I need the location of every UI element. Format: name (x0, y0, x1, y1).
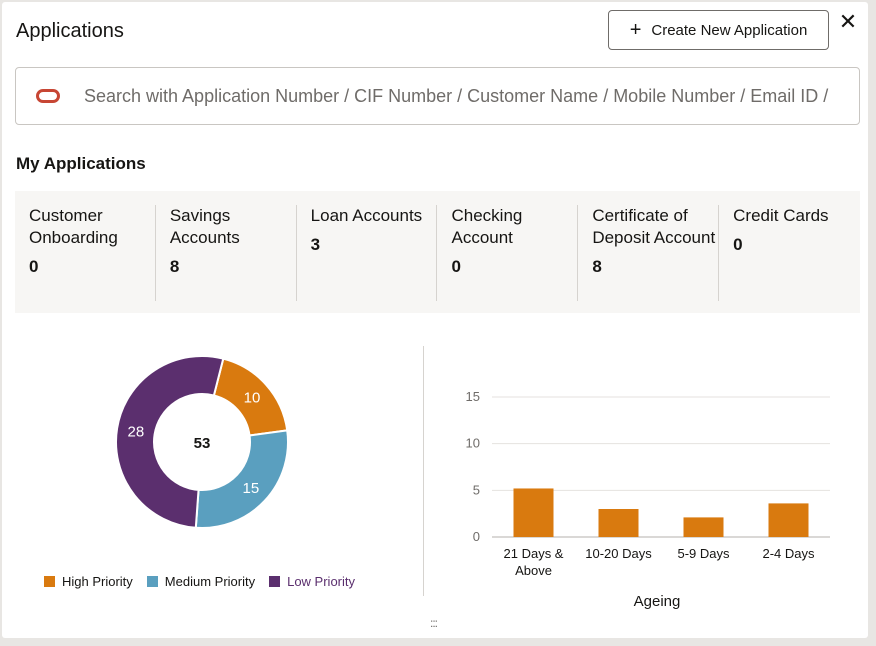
tile-certificate-of-deposit[interactable]: Certificate of Deposit Account 8 (578, 205, 720, 301)
oracle-logo-icon (36, 89, 60, 103)
x-tick-label: 10-20 Days (585, 546, 652, 561)
tile-count: 0 (733, 235, 743, 254)
tile-label: Savings Accounts (169, 206, 240, 247)
tile-label: Checking Account (451, 206, 523, 247)
ageing-bar[interactable] (768, 503, 809, 537)
chart-divider (423, 346, 424, 596)
tile-count: 0 (451, 257, 461, 276)
tile-count: 8 (592, 257, 602, 276)
create-new-application-label: Create New Application (651, 21, 808, 39)
create-new-application-button[interactable]: + Create New Application (608, 10, 829, 50)
y-tick-label: 0 (473, 529, 480, 544)
ageing-bar-chart: 0 5 10 15 21 Days & Above 10-20 Days 5-9 Days 2-… (466, 389, 830, 610)
legend-label-medium: Medium Priority (164, 574, 256, 589)
resize-handle-icon[interactable]: ::: (430, 616, 438, 630)
tile-label: Certificate of Deposit Account (592, 206, 716, 247)
legend-item-low-priority[interactable]: Low Priority (269, 574, 355, 589)
my-applications-title: My Applications (16, 154, 146, 173)
close-icon[interactable]: ✕ (838, 9, 858, 34)
donut-value-label: 10 (244, 389, 261, 406)
x-tick-label: 21 Days & Above (504, 546, 564, 578)
priority-donut-chart: 10 15 28 53 (115, 355, 289, 529)
x-tick-label: 5-9 Days (677, 546, 730, 561)
x-axis-title: Ageing (634, 593, 681, 610)
application-tiles: Customer Onboarding 0 Savings Accounts 8… (15, 191, 860, 313)
tile-label: Customer Onboarding (29, 206, 118, 247)
tile-count: 0 (29, 257, 39, 276)
y-tick-label: 15 (466, 389, 480, 404)
applications-panel: Applications + Create New Application ✕ … (2, 2, 868, 638)
y-tick-label: 5 (473, 482, 480, 497)
donut-value-label: 28 (128, 423, 145, 440)
x-tick-label: 2-4 Days (762, 546, 815, 561)
legend-label-high: High Priority (62, 574, 133, 589)
tile-checking-account[interactable]: Checking Account 0 (437, 205, 579, 301)
search-input[interactable] (84, 85, 844, 107)
tile-savings-accounts[interactable]: Savings Accounts 8 (156, 205, 297, 301)
legend-label-low: Low Priority (287, 574, 356, 589)
y-tick-label: 10 (466, 436, 480, 451)
legend-swatch-high (44, 576, 55, 587)
tile-credit-cards[interactable]: Credit Cards 0 (719, 205, 860, 301)
ageing-bar[interactable] (598, 509, 639, 537)
tile-count: 3 (310, 235, 321, 254)
donut-slice-low[interactable] (115, 355, 225, 529)
legend-item-high-priority[interactable]: High Priority (44, 574, 133, 589)
tile-label: Credit Cards (733, 206, 829, 225)
legend-swatch-low (269, 576, 281, 587)
tile-label: Loan Accounts (310, 206, 423, 225)
donut-slice-medium[interactable] (194, 429, 289, 529)
ageing-bar[interactable] (513, 488, 554, 537)
tile-count: 8 (169, 257, 180, 276)
page-title: Applications (16, 20, 124, 42)
ageing-bar[interactable] (683, 517, 724, 537)
legend-item-medium-priority[interactable]: Medium Priority (146, 574, 256, 589)
search-box (15, 67, 860, 125)
donut-center-total: 53 (194, 435, 211, 452)
tile-loan-accounts[interactable]: Loan Accounts 3 (297, 205, 438, 301)
legend-swatch-medium (146, 576, 158, 587)
plus-icon: + (629, 19, 642, 41)
tile-customer-onboarding[interactable]: Customer Onboarding 0 (15, 205, 156, 301)
priority-legend: High Priority Medium Priority Low Priori… (44, 574, 355, 589)
donut-value-label: 15 (243, 480, 260, 497)
